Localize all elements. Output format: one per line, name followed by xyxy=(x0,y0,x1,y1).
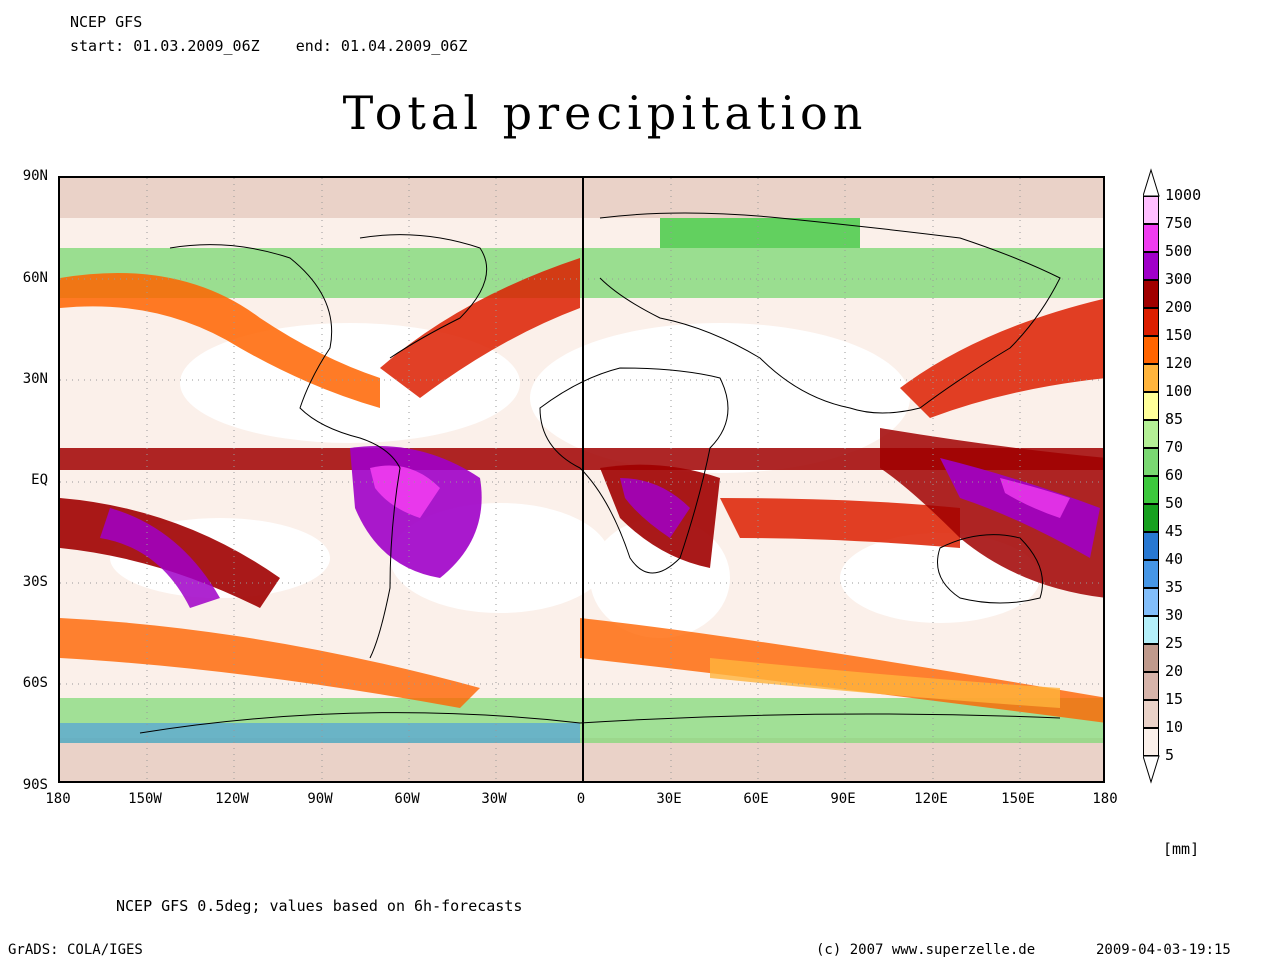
legend-level: 45 xyxy=(1165,522,1184,540)
legend-swatch xyxy=(1143,420,1159,448)
legend-level: 70 xyxy=(1165,438,1184,456)
legend-level: 1000 xyxy=(1165,186,1202,204)
legend-swatch xyxy=(1143,308,1159,336)
lon-label: 180 xyxy=(45,791,71,807)
lon-label: 60E xyxy=(743,791,769,807)
legend-swatch xyxy=(1143,644,1159,672)
legend-swatch xyxy=(1143,280,1159,308)
lon-label: 180 xyxy=(1092,791,1118,807)
lat-label: EQ xyxy=(31,472,48,488)
precipitation-map xyxy=(58,176,1105,783)
legend-level: 150 xyxy=(1165,326,1193,344)
lon-label: 120E xyxy=(914,791,948,807)
legend-level: 5 xyxy=(1165,746,1175,764)
legend-swatch xyxy=(1143,560,1159,588)
legend-level: 30 xyxy=(1165,606,1184,624)
legend-swatch xyxy=(1143,448,1159,476)
lat-label: 90S xyxy=(22,777,48,793)
lat-label: 60S xyxy=(22,675,48,691)
timestamp: 2009-04-03-19:15 xyxy=(1096,942,1231,958)
lon-label: 150W xyxy=(128,791,162,807)
legend-swatch xyxy=(1143,336,1159,364)
lon-label: 30E xyxy=(656,791,682,807)
legend-level: 35 xyxy=(1165,578,1184,596)
legend-level: 10 xyxy=(1165,718,1184,736)
lon-label: 90E xyxy=(830,791,856,807)
lon-label: 30W xyxy=(481,791,507,807)
forecast-period: start: 01.03.2009_06Z end: 01.04.2009_06… xyxy=(70,37,468,55)
legend-units: [mm] xyxy=(1163,840,1200,858)
legend-swatch xyxy=(1143,224,1159,252)
legend-swatch xyxy=(1143,672,1159,700)
legend-level: 500 xyxy=(1165,242,1193,260)
legend-level: 40 xyxy=(1165,550,1184,568)
software-credit: GrADS: COLA/IGES xyxy=(8,942,143,958)
legend-level: 750 xyxy=(1165,214,1193,232)
lat-label: 30S xyxy=(22,574,48,590)
legend-swatch xyxy=(1143,392,1159,420)
legend-level: 100 xyxy=(1165,382,1193,400)
color-legend: 1000 750 500 300 200 150 120 100 85 70 60 50 45 40 35 3… xyxy=(1143,168,1263,788)
lon-label: 90W xyxy=(307,791,333,807)
legend-level: 200 xyxy=(1165,298,1193,316)
legend-swatch xyxy=(1143,364,1159,392)
lat-label: 30N xyxy=(22,371,48,387)
legend-swatch xyxy=(1143,700,1159,728)
map-canvas xyxy=(60,178,1103,781)
legend-swatch xyxy=(1143,476,1159,504)
legend-swatch xyxy=(1143,588,1159,616)
lat-label: 90N xyxy=(22,168,48,184)
legend-swatch xyxy=(1143,728,1159,756)
legend-level: 20 xyxy=(1165,662,1184,680)
data-note: NCEP GFS 0.5deg; values based on 6h-fore… xyxy=(116,897,523,915)
copyright: (c) 2007 www.superzelle.de xyxy=(816,942,1036,958)
legend-level: 60 xyxy=(1165,466,1184,484)
legend-level: 120 xyxy=(1165,354,1193,372)
legend-level: 300 xyxy=(1165,270,1193,288)
legend-level: 25 xyxy=(1165,634,1184,652)
lon-label: 0 xyxy=(576,791,586,807)
legend-swatch xyxy=(1143,252,1159,280)
legend-swatch xyxy=(1143,532,1159,560)
model-name: NCEP GFS xyxy=(70,13,143,31)
legend-level: 15 xyxy=(1165,690,1184,708)
lon-label: 60W xyxy=(394,791,420,807)
legend-swatch xyxy=(1143,616,1159,644)
lon-label: 150E xyxy=(1001,791,1035,807)
legend-level: 50 xyxy=(1165,494,1184,512)
lon-label: 120W xyxy=(215,791,249,807)
lat-label: 60N xyxy=(22,270,48,286)
legend-level: 85 xyxy=(1165,410,1184,428)
legend-swatch xyxy=(1143,196,1159,224)
legend-swatch xyxy=(1143,504,1159,532)
map-title: Total precipitation xyxy=(342,86,868,140)
legend-arrows xyxy=(1143,168,1160,784)
